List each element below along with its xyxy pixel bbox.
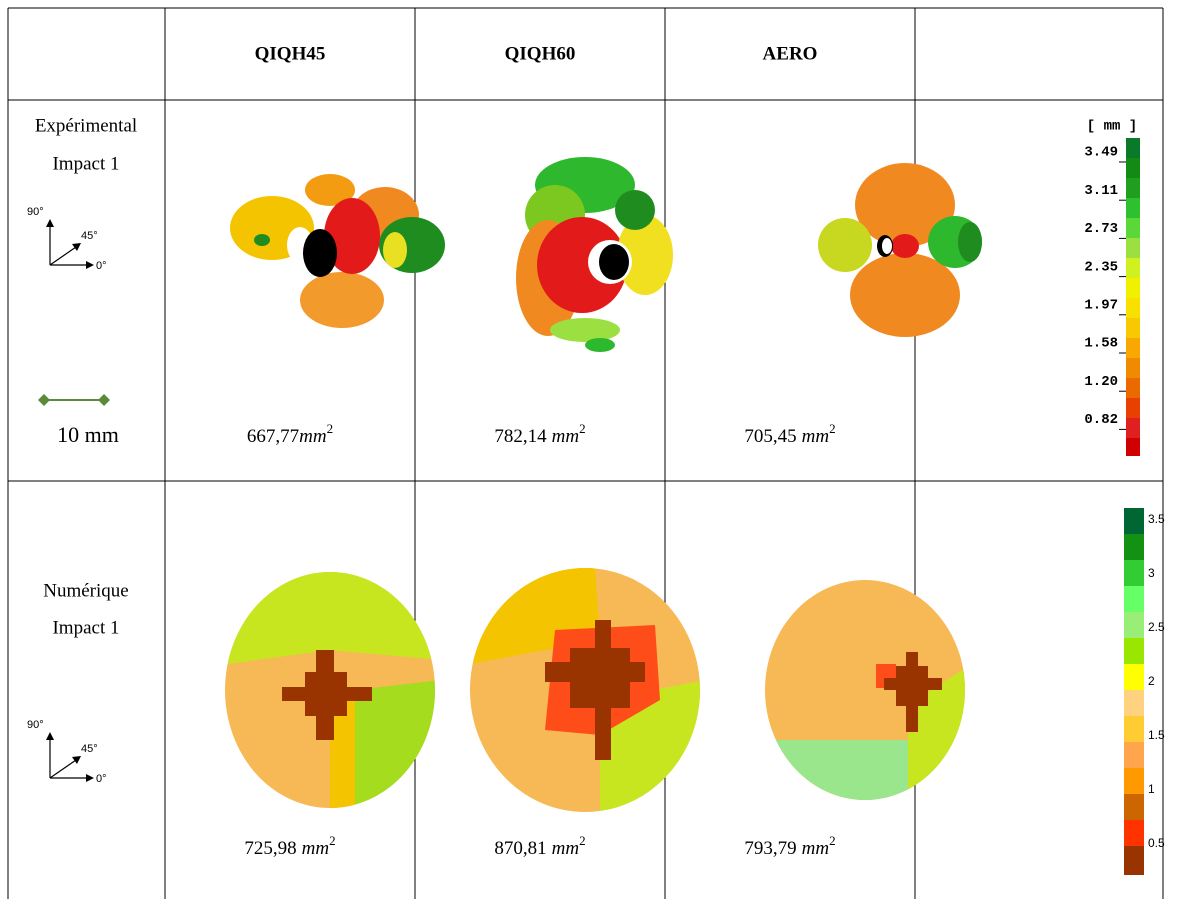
area-number: 725,98	[244, 838, 296, 859]
area-value: 782,14 mm2	[494, 421, 585, 447]
area-unit: mm	[302, 838, 329, 859]
area-unit: mm	[802, 426, 829, 447]
axis-label: 0°	[96, 260, 107, 272]
area-exponent: 2	[327, 421, 334, 436]
scale-label: 10 mm	[57, 422, 119, 447]
arrow-head	[72, 243, 81, 251]
axes-icon: 90° 45° 0°	[27, 719, 107, 785]
row-label: Numérique	[43, 580, 128, 601]
axis-label: 0°	[96, 773, 107, 785]
arrow-head	[72, 756, 81, 764]
legend-tick-label: 3	[1148, 566, 1155, 580]
axis-label: 90°	[27, 719, 44, 731]
row-label: Expérimental	[35, 115, 137, 136]
scale-bar	[38, 394, 110, 406]
legend-tick-label: 2	[1148, 674, 1155, 688]
area-number: 705,45	[744, 426, 796, 447]
legend-tick-label: 0.5	[1148, 836, 1165, 850]
area-exponent: 2	[829, 833, 836, 848]
legend-tick-label: 2.5	[1148, 620, 1165, 634]
area-exponent: 2	[579, 833, 586, 848]
arrow-head	[86, 774, 94, 782]
legend-tick-label: 3.11	[1084, 183, 1118, 199]
numerical-colorbar	[1124, 508, 1144, 875]
area-unit: mm	[299, 426, 326, 447]
numerical-aero-cross	[876, 652, 942, 732]
area-value: 793,79 mm2	[744, 833, 835, 859]
area-number: 667,77	[247, 426, 299, 447]
column-header: AERO	[763, 43, 818, 64]
experimental-aero-image	[818, 163, 982, 337]
row-impact: Impact 1	[52, 617, 119, 638]
area-exponent: 2	[829, 421, 836, 436]
arrow-head	[46, 219, 54, 227]
area-unit: mm	[552, 838, 579, 859]
area-value: 705,45 mm2	[744, 421, 835, 447]
axes-icon: 90° 45° 0°	[27, 206, 107, 272]
legend-tick-label: 0.82	[1084, 412, 1118, 428]
experimental-qiqh60-image	[516, 157, 673, 352]
numerical-qiqh45-image	[225, 572, 435, 808]
area-exponent: 2	[329, 833, 336, 848]
arrow-head	[46, 732, 54, 740]
legend-tick-label: 3.49	[1084, 145, 1118, 161]
area-value: 667,77mm2	[247, 421, 333, 447]
axis-label: 45°	[81, 743, 98, 755]
legend-tick-label: 1.58	[1084, 336, 1118, 352]
numerical-qiqh60-cross	[545, 620, 645, 760]
area-value: 725,98 mm2	[244, 833, 335, 859]
legend-tick-label: 2.35	[1084, 259, 1118, 275]
legend-tick-label: 3.5	[1148, 512, 1165, 526]
arrow-head	[86, 261, 94, 269]
experimental-qiqh45-image	[230, 174, 445, 328]
row-impact: Impact 1	[52, 153, 119, 174]
axis-label: 90°	[27, 206, 44, 218]
axis-arrow	[49, 246, 77, 266]
area-number: 782,14	[494, 426, 547, 447]
legend-unit: [ mm ]	[1087, 119, 1137, 135]
column-header: QIQH45	[255, 43, 326, 64]
axis-label: 45°	[81, 230, 98, 242]
numerical-qiqh45-cross	[282, 650, 372, 740]
numerical-aero-image	[765, 580, 965, 800]
experimental-colorbar	[1126, 138, 1140, 456]
table-grid	[7, 7, 1164, 899]
axis-arrow	[49, 759, 77, 779]
area-number: 793,79	[744, 838, 796, 859]
area-number: 870,81	[494, 838, 546, 859]
legend-tick-label: 1	[1148, 782, 1155, 796]
area-unit: mm	[802, 838, 829, 859]
area-value: 870,81 mm2	[494, 833, 585, 859]
legend-tick-label: 2.73	[1084, 221, 1118, 237]
legend-tick-label: 1.5	[1148, 728, 1165, 742]
column-header: QIQH60	[505, 43, 576, 64]
legend-tick-label: 1.97	[1084, 298, 1118, 314]
area-unit: mm	[552, 426, 579, 447]
area-exponent: 2	[579, 421, 586, 436]
legend-tick-label: 1.20	[1084, 374, 1118, 390]
